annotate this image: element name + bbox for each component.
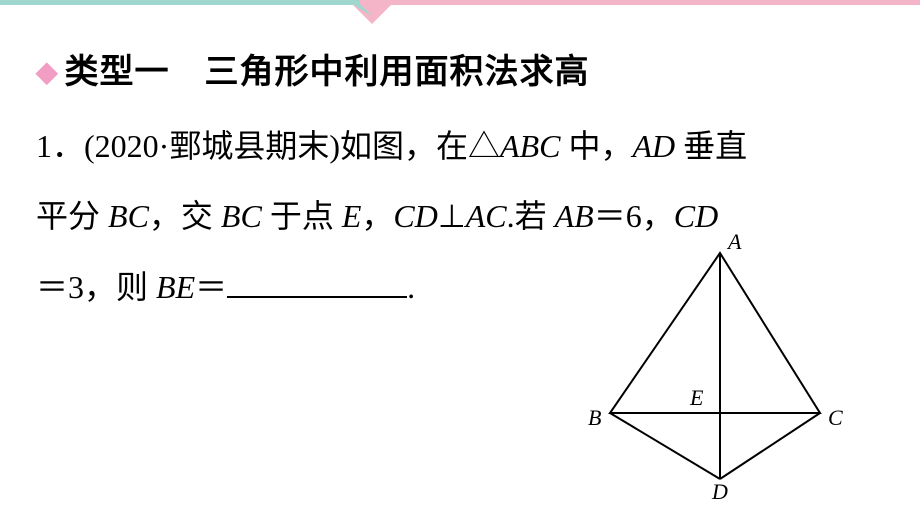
tri-name: ABC	[500, 128, 560, 164]
section-title: 三角形中利用面积法求高	[205, 54, 590, 91]
seg-AB: AB	[555, 198, 594, 234]
t4: 于点	[262, 198, 342, 234]
type-label: 类型一	[65, 54, 170, 91]
source-open: (2020·	[84, 128, 169, 164]
svg-text:B: B	[588, 405, 601, 430]
t-lead: 如图，在	[340, 128, 468, 164]
seg-BC2: BC	[221, 198, 262, 234]
problem-number: 1．	[36, 128, 84, 164]
period: .	[407, 269, 415, 305]
svg-text:E: E	[689, 385, 704, 410]
t-after-tri: 中，	[560, 128, 632, 164]
perp: ⊥	[438, 198, 466, 234]
seg-CD: CD	[393, 198, 437, 234]
ptE: E	[342, 198, 362, 234]
svg-text:C: C	[828, 405, 843, 430]
t1: 垂直	[675, 128, 747, 164]
t2: 平分	[36, 198, 108, 234]
answer-blank	[227, 266, 407, 298]
seg-AD: AD	[632, 128, 675, 164]
svg-text:D: D	[711, 479, 728, 503]
top-decorative-border	[0, 0, 920, 24]
svg-text:A: A	[726, 233, 742, 254]
nlb: ＝3，则	[36, 269, 156, 305]
eq2: ＝	[195, 269, 227, 305]
t5: ，	[361, 198, 393, 234]
seg-CD2: CD	[674, 198, 718, 234]
t3: ，交	[149, 198, 221, 234]
diamond-icon: ◆	[36, 42, 59, 104]
triangle-diagram: A B C D E	[570, 233, 850, 508]
tri-sym: △	[468, 128, 500, 164]
source-close: )	[329, 128, 340, 164]
seg-BC: BC	[108, 198, 149, 234]
eq1: ＝6，	[594, 198, 674, 234]
seg-BE: BE	[156, 269, 195, 305]
section-heading: ◆类型一 三角形中利用面积法求高	[36, 36, 884, 111]
t6: .若	[507, 198, 555, 234]
source-place: 鄄城县期末	[169, 128, 329, 164]
seg-AC: AC	[466, 198, 507, 234]
